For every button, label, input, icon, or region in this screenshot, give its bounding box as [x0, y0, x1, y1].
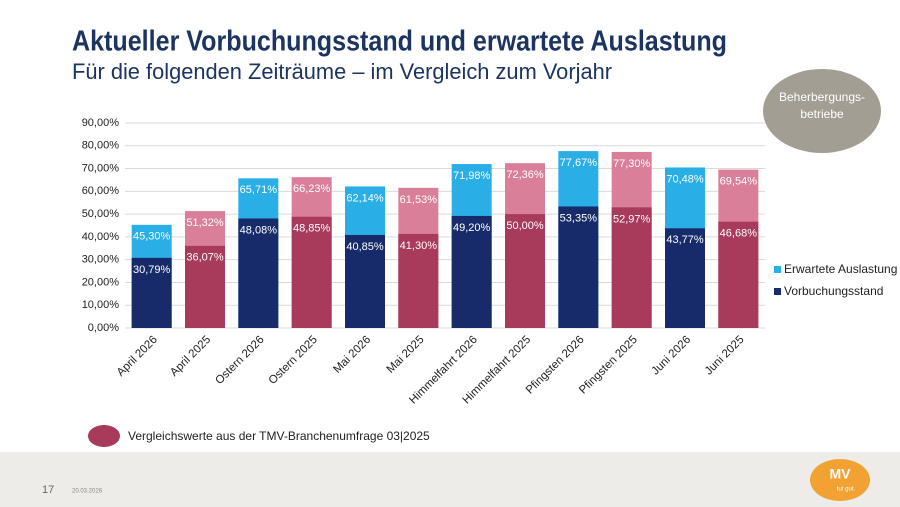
footer-band: [0, 452, 900, 507]
data-label: 71,98%: [453, 170, 491, 182]
data-label: 36,07%: [186, 252, 224, 264]
data-label: 41,30%: [400, 240, 438, 252]
bar: [558, 206, 599, 328]
chart-title: Aktueller Vorbuchungsstand und erwartete…: [72, 26, 727, 58]
data-label: 53,35%: [560, 212, 598, 224]
bar: [291, 216, 332, 328]
bar: [238, 218, 279, 328]
bar: [185, 245, 225, 328]
legend-swatch: [774, 288, 781, 295]
bar: [345, 234, 385, 328]
plot: 0,00% 10,00% 20,00% 30,00% 40,00% 50,00% 60,00…: [82, 117, 898, 407]
data-label: 77,67%: [560, 157, 598, 169]
y-tick-label: 70,00%: [82, 162, 120, 174]
chart-subtitle: Für die folgenden Zeiträume – im Verglei…: [72, 59, 612, 84]
data-label: 46,68%: [720, 228, 758, 240]
y-tick-label: 50,00%: [82, 208, 120, 220]
logo: [810, 459, 870, 501]
bar: [451, 215, 492, 328]
note-text: Vergleichswerte aus der TMV-Branchenumfr…: [128, 429, 430, 443]
logo-text: MV: [830, 466, 852, 482]
y-tick-label: 80,00%: [82, 140, 120, 152]
data-label: 48,08%: [240, 224, 278, 236]
data-label: 51,32%: [186, 217, 224, 229]
y-tick-label: 40,00%: [82, 231, 120, 243]
date: 20.03.2026: [72, 489, 103, 495]
data-label: 61,53%: [400, 194, 438, 206]
data-label: 65,71%: [240, 184, 278, 196]
data-label: 45,30%: [133, 231, 171, 243]
y-tick-label: 90,00%: [82, 117, 120, 129]
data-label: 40,85%: [346, 241, 384, 253]
badge-text: betriebe: [800, 107, 844, 121]
badge: [763, 69, 881, 153]
bar: [665, 228, 705, 328]
legend-swatch: [774, 266, 781, 273]
data-label: 66,23%: [293, 183, 331, 195]
note-swatch: [88, 425, 120, 447]
bar: [398, 233, 439, 328]
legend-label: Vorbuchungsstand: [784, 284, 883, 298]
data-label: 77,30%: [613, 158, 651, 170]
y-tick-label: 10,00%: [82, 299, 120, 311]
data-label: 50,00%: [506, 220, 544, 232]
y-tick-label: 20,00%: [82, 276, 120, 288]
legend-label: Erwartete Auslastung: [784, 262, 897, 276]
data-label: 70,48%: [666, 173, 704, 185]
bar: [718, 221, 759, 328]
y-tick-label: 0,00%: [88, 322, 119, 334]
data-label: 62,14%: [346, 192, 384, 204]
y-tick-label: 30,00%: [82, 254, 120, 266]
data-label: 52,97%: [613, 213, 651, 225]
y-tick-label: 60,00%: [82, 185, 120, 197]
data-label: 48,85%: [293, 223, 331, 235]
data-label: 43,77%: [666, 234, 704, 246]
logo-text: tut gut.: [837, 487, 856, 493]
badge-text: Beherbergungs-: [779, 90, 865, 104]
data-label: 72,36%: [506, 169, 544, 181]
page-number: 17: [42, 484, 54, 496]
bar: [131, 257, 172, 328]
bar: [611, 207, 652, 328]
bar: [505, 214, 545, 328]
data-label: 69,54%: [720, 176, 758, 188]
data-label: 49,20%: [453, 222, 491, 234]
data-label: 30,79%: [133, 264, 171, 276]
